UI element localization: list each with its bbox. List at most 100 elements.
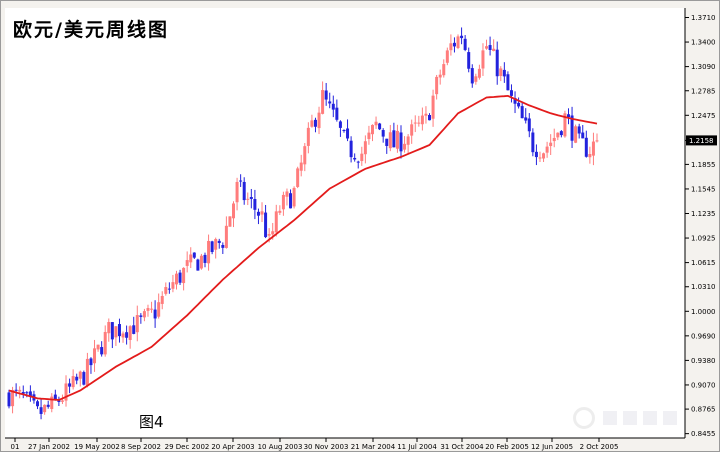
candle — [153, 300, 157, 328]
candle — [228, 216, 232, 227]
candle — [356, 160, 360, 169]
candle-body — [410, 124, 414, 136]
candle-body — [563, 113, 567, 137]
candle — [349, 136, 353, 163]
candle — [189, 247, 193, 269]
candle-body — [153, 309, 157, 319]
candle-body — [549, 142, 553, 147]
candle — [285, 188, 289, 206]
candle-body — [199, 255, 203, 269]
candle — [221, 242, 225, 254]
candle — [36, 399, 40, 410]
candle-body — [513, 98, 517, 104]
candle-body — [574, 126, 578, 143]
candle-body — [428, 115, 432, 121]
candle-body — [285, 191, 289, 197]
x-tick-label: 8 Sep 2002 — [121, 443, 161, 451]
candle-body — [556, 132, 560, 138]
candle — [520, 101, 524, 119]
candle — [299, 154, 303, 177]
candle-body — [53, 394, 57, 400]
candle — [381, 128, 385, 143]
candle — [424, 106, 428, 124]
candle-body — [538, 157, 542, 159]
y-tick-label: 1.0615 — [691, 259, 716, 267]
candle-body — [527, 118, 531, 132]
candle — [474, 73, 478, 85]
candle — [100, 341, 104, 357]
x-tick-label: 30 Nov 2003 — [304, 443, 349, 451]
candle — [435, 74, 439, 100]
candle-body — [481, 50, 485, 69]
candle-body — [310, 120, 314, 127]
candle — [239, 174, 243, 187]
candle-body — [517, 102, 521, 107]
candle-body — [531, 132, 535, 153]
candle-body — [502, 69, 506, 77]
candle — [492, 39, 496, 52]
y-tick-label: 1.1855 — [691, 161, 716, 169]
candle — [306, 122, 310, 154]
candle-body — [566, 114, 570, 118]
candle — [235, 177, 239, 211]
candle — [378, 122, 382, 131]
y-tick-label: 0.9070 — [691, 381, 716, 389]
y-tick-label: 1.1235 — [691, 210, 716, 218]
candle-body — [559, 131, 563, 136]
candle-body — [584, 137, 588, 157]
candle-body — [14, 389, 18, 391]
candle — [274, 204, 278, 237]
candle-body — [289, 193, 293, 209]
candle-body — [110, 322, 114, 340]
candle — [545, 141, 549, 158]
candle — [199, 253, 203, 270]
candle-body — [192, 252, 196, 258]
candle-body — [189, 254, 193, 263]
candle-body — [246, 198, 250, 200]
y-tick-label: 1.3710 — [691, 14, 716, 22]
candle — [335, 99, 339, 122]
candle-body — [160, 295, 164, 304]
candle-body — [581, 132, 585, 139]
candle-body — [435, 76, 439, 95]
candle — [467, 47, 471, 73]
candle-body — [488, 45, 492, 50]
candle — [538, 151, 542, 163]
candle-body — [68, 383, 72, 387]
candle — [542, 152, 546, 163]
candle — [595, 133, 599, 143]
candle-body — [335, 107, 339, 120]
candle-body — [125, 332, 129, 338]
candle — [214, 237, 218, 259]
candle-body — [438, 74, 442, 78]
candle — [442, 59, 446, 78]
candle-body — [107, 322, 111, 334]
candle-body — [217, 240, 221, 243]
candle — [121, 331, 125, 343]
candle — [499, 66, 503, 82]
candle-body — [367, 132, 371, 140]
candle — [406, 134, 410, 154]
candle-body — [303, 146, 307, 165]
candle-body — [242, 181, 246, 201]
candle-body — [114, 326, 118, 338]
candle-body — [385, 138, 389, 146]
candle — [75, 373, 79, 385]
candle — [531, 128, 535, 157]
candle — [64, 375, 68, 407]
last-price-tag-bg — [686, 135, 717, 146]
candle — [253, 189, 257, 220]
candle-body — [46, 404, 50, 407]
candle-body — [417, 122, 421, 124]
candle-body — [174, 273, 178, 285]
candle — [296, 166, 300, 189]
candle-body — [157, 302, 161, 317]
candle-body — [424, 113, 428, 116]
candle — [28, 385, 32, 402]
candle-body — [317, 112, 321, 129]
candle-body — [542, 153, 546, 159]
candle-body — [431, 95, 435, 119]
candle — [46, 400, 50, 409]
candle — [128, 325, 132, 349]
